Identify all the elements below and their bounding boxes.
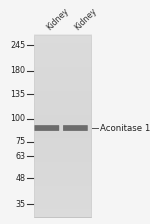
Text: 63: 63 xyxy=(15,152,25,161)
Text: Aconitase 1: Aconitase 1 xyxy=(100,124,150,133)
Text: 100: 100 xyxy=(10,114,25,123)
Text: 180: 180 xyxy=(10,66,25,75)
Text: 48: 48 xyxy=(15,174,25,183)
Text: 135: 135 xyxy=(10,90,25,99)
FancyBboxPatch shape xyxy=(34,125,59,131)
Text: 245: 245 xyxy=(10,41,25,50)
FancyBboxPatch shape xyxy=(63,125,88,131)
Text: 75: 75 xyxy=(15,138,25,146)
FancyBboxPatch shape xyxy=(34,125,59,131)
Bar xyxy=(34,35,91,217)
Text: Kidney: Kidney xyxy=(73,7,99,32)
Text: 35: 35 xyxy=(15,200,25,209)
FancyBboxPatch shape xyxy=(63,125,88,131)
Text: Kidney: Kidney xyxy=(45,7,70,32)
